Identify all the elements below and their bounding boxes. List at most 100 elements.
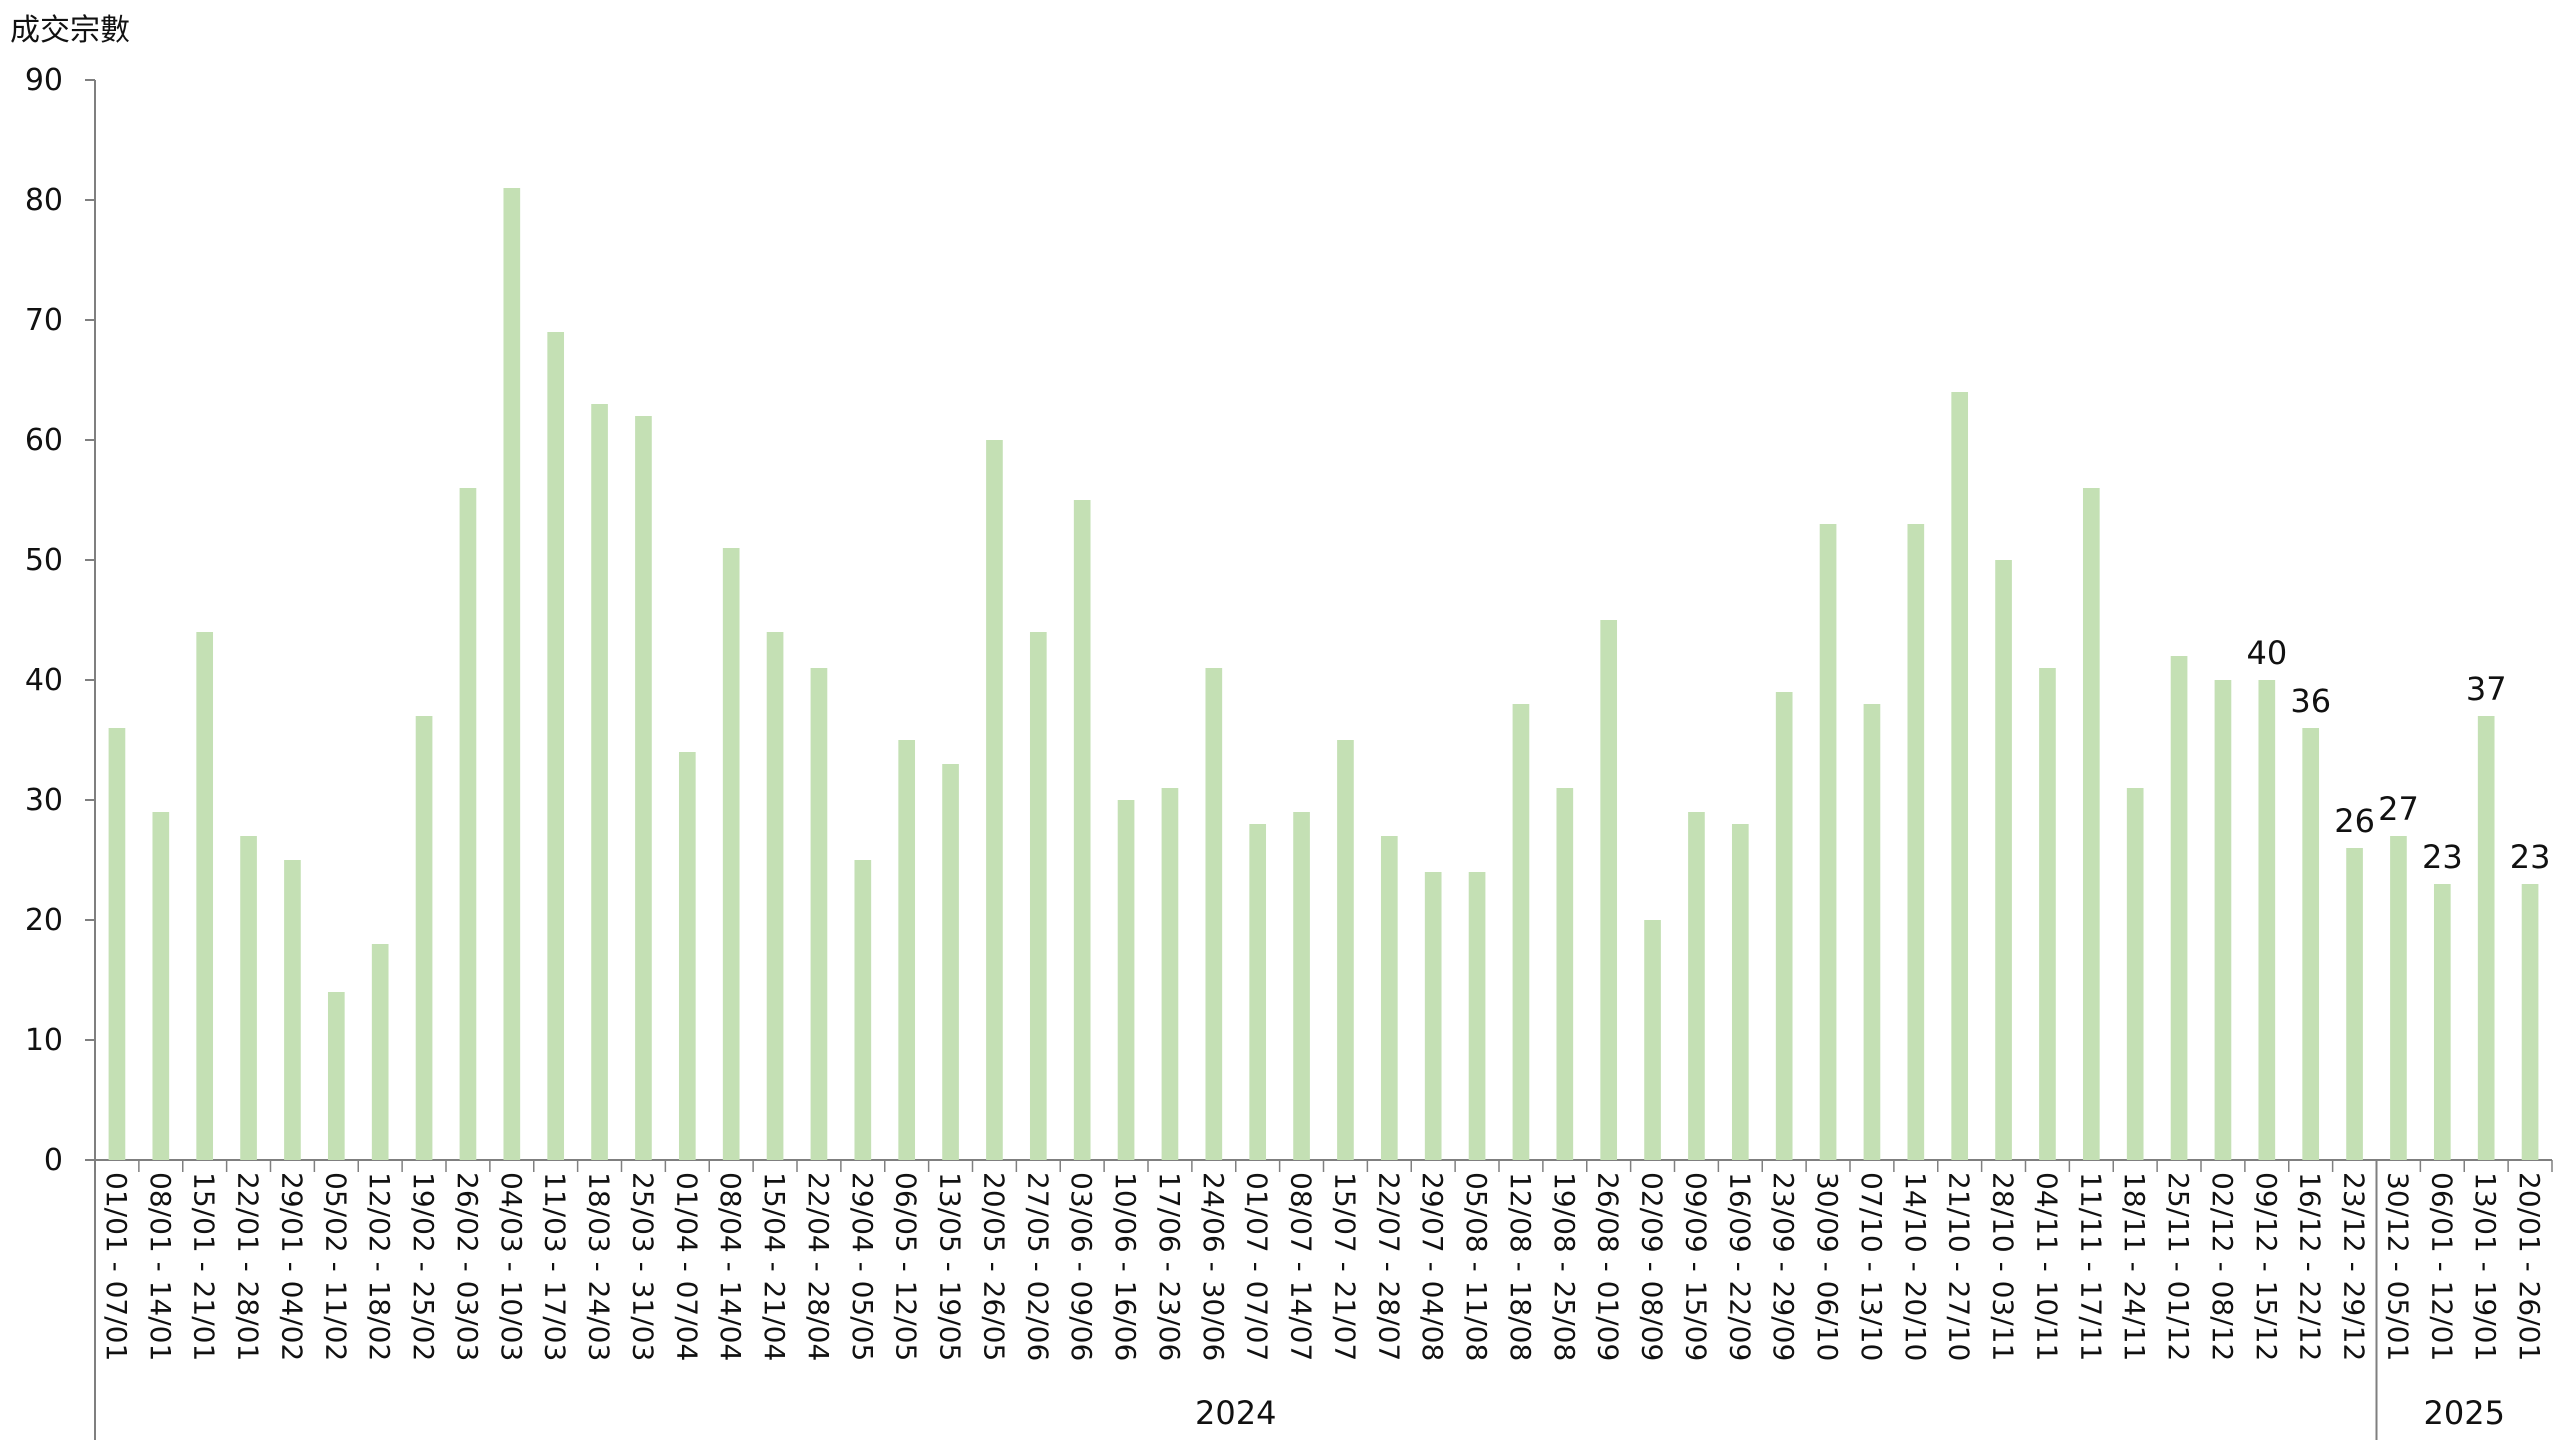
- x-tick-label: 05/02 - 11/02: [319, 1172, 352, 1361]
- x-tick-label: 09/12 - 15/12: [2250, 1172, 2283, 1361]
- x-tick-label: 12/08 - 18/08: [1504, 1172, 1537, 1361]
- x-tick-label: 12/02 - 18/02: [363, 1172, 396, 1361]
- x-tick-label: 25/03 - 31/03: [626, 1172, 659, 1361]
- x-tick-label: 23/12 - 29/12: [2338, 1172, 2371, 1361]
- y-tick-label: 20: [25, 903, 63, 938]
- x-tick-label: 08/04 - 14/04: [714, 1172, 747, 1361]
- x-tick-label: 11/11 - 17/11: [2074, 1172, 2107, 1361]
- bar: [1556, 788, 1574, 1160]
- x-tick-label: 18/03 - 24/03: [583, 1172, 616, 1361]
- bar: [1907, 524, 1925, 1160]
- bar: [1468, 872, 1486, 1160]
- bar: [1117, 800, 1135, 1160]
- bar: [898, 740, 916, 1160]
- bar: [1161, 788, 1179, 1160]
- x-tick-label: 19/02 - 25/02: [407, 1172, 440, 1361]
- x-tick-label: 17/06 - 23/06: [1153, 1172, 1186, 1361]
- x-tick-label: 04/11 - 10/11: [2030, 1172, 2063, 1361]
- bar: [1731, 824, 1749, 1160]
- bar: [2214, 680, 2232, 1160]
- x-tick-label: 26/02 - 03/03: [451, 1172, 484, 1361]
- data-label: 36: [2290, 682, 2331, 720]
- bar: [1249, 824, 1267, 1160]
- x-tick-label: 25/11 - 01/12: [2162, 1172, 2195, 1361]
- bar: [1293, 812, 1310, 1160]
- bar: [1688, 812, 1705, 1160]
- y-tick-label: 70: [25, 303, 63, 338]
- x-tick-label: 29/07 - 04/08: [1416, 1172, 1449, 1361]
- x-tick-label: 09/09 - 15/09: [1679, 1172, 1712, 1361]
- x-tick-label: 07/10 - 13/10: [1855, 1172, 1888, 1361]
- bar: [1380, 836, 1398, 1160]
- x-tick-label: 30/12 - 05/01: [2381, 1172, 2414, 1361]
- bar: [591, 404, 608, 1160]
- bar: [635, 416, 652, 1160]
- y-tick-label: 40: [25, 663, 63, 698]
- bar: [678, 752, 696, 1160]
- bar: [1863, 704, 1881, 1160]
- x-tick-label: 13/05 - 19/05: [934, 1172, 967, 1361]
- bar: [1205, 668, 1223, 1160]
- bar: [547, 332, 565, 1160]
- bar: [1995, 560, 2012, 1160]
- bar: [1644, 920, 1661, 1160]
- y-tick-label: 30: [25, 783, 63, 818]
- bar: [810, 668, 828, 1160]
- bar: [942, 764, 959, 1160]
- bar: [503, 188, 521, 1160]
- x-tick-label: 18/11 - 24/11: [2118, 1172, 2151, 1361]
- bar: [2039, 668, 2056, 1160]
- x-tick-label: 16/09 - 22/09: [1723, 1172, 1756, 1361]
- bar: [1951, 392, 1969, 1160]
- y-tick-label: 10: [25, 1023, 63, 1058]
- x-tick-label: 19/08 - 25/08: [1548, 1172, 1581, 1361]
- x-tick-label: 29/01 - 04/02: [275, 1172, 308, 1361]
- bar: [152, 812, 170, 1160]
- x-tick-label: 01/01 - 07/01: [100, 1172, 133, 1361]
- y-tick-label: 90: [25, 63, 63, 98]
- x-tick-label: 15/01 - 21/01: [188, 1172, 221, 1361]
- bar: [1600, 620, 1618, 1160]
- bars-group: [108, 188, 2539, 1160]
- bar: [284, 860, 301, 1160]
- x-tick-label: 22/01 - 28/01: [232, 1172, 265, 1361]
- x-tick-label: 16/12 - 22/12: [2294, 1172, 2327, 1361]
- bar: [2433, 884, 2451, 1160]
- bar: [415, 716, 433, 1160]
- y-tick-label: 60: [25, 423, 63, 458]
- bar: [2302, 728, 2320, 1160]
- year-label: 2024: [1195, 1394, 1276, 1432]
- data-label: 40: [2246, 634, 2287, 672]
- x-tick-label: 20/05 - 26/05: [977, 1172, 1010, 1361]
- data-label: 26: [2334, 802, 2375, 840]
- data-label: 37: [2466, 670, 2507, 708]
- x-tick-label: 30/09 - 06/10: [1811, 1172, 1844, 1361]
- bar: [2346, 848, 2363, 1160]
- bar: [2390, 836, 2407, 1160]
- x-tick-label: 03/06 - 09/06: [1065, 1172, 1098, 1361]
- bar: [854, 860, 872, 1160]
- bar: [2126, 788, 2144, 1160]
- bar: [2170, 656, 2188, 1160]
- x-tick-label: 24/06 - 30/06: [1197, 1172, 1230, 1361]
- x-tick-label: 27/05 - 02/06: [1021, 1172, 1054, 1361]
- x-tick-label: 06/05 - 12/05: [890, 1172, 923, 1361]
- x-tick-label: 29/04 - 05/05: [846, 1172, 879, 1361]
- year-label: 2025: [2424, 1394, 2505, 1432]
- bar: [1512, 704, 1530, 1160]
- data-label: 27: [2378, 790, 2419, 828]
- bar: [371, 944, 389, 1160]
- bar: [108, 728, 126, 1160]
- bar: [722, 548, 740, 1160]
- bar: [2521, 884, 2539, 1160]
- bar: [2082, 488, 2100, 1160]
- x-tick-label: 02/12 - 08/12: [2206, 1172, 2239, 1361]
- x-tick-label: 06/01 - 12/01: [2425, 1172, 2458, 1361]
- x-tick-label: 01/07 - 07/07: [1241, 1172, 1274, 1361]
- x-tick-label: 22/04 - 28/04: [802, 1172, 835, 1361]
- data-label: 23: [2422, 838, 2463, 876]
- x-tick-label: 10/06 - 16/06: [1109, 1172, 1142, 1361]
- bar: [2477, 716, 2495, 1160]
